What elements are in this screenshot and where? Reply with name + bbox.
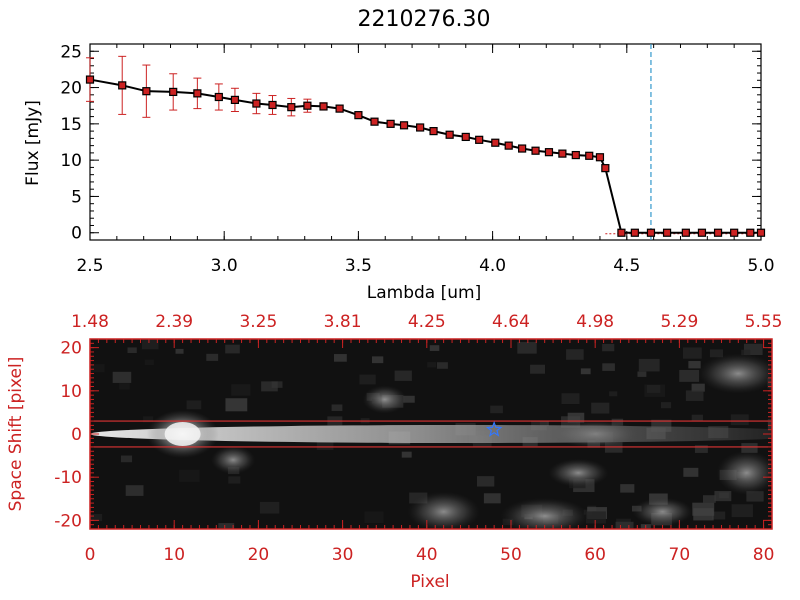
data-point xyxy=(399,121,409,130)
x-tick-label: 5.0 xyxy=(747,256,774,276)
y-tick-label: 20 xyxy=(60,79,82,99)
data-point xyxy=(370,117,379,126)
x-tick-label: 2.5 xyxy=(76,256,103,276)
data-point xyxy=(601,164,610,173)
data-point xyxy=(756,228,766,237)
y-tick-label: 25 xyxy=(60,42,82,62)
image-x-tick-label: 30 xyxy=(332,545,354,565)
data-point xyxy=(169,87,178,97)
image-x-tick-label: 0 xyxy=(85,545,96,565)
image-x-tick-label: 20 xyxy=(248,545,270,565)
wavelength-tick-label: 1.48 xyxy=(71,312,109,332)
wavelength-tick-label: 4.25 xyxy=(408,312,446,332)
x-tick-label: 4.5 xyxy=(613,256,640,276)
wavelength-tick-label: 3.81 xyxy=(324,312,362,332)
wavelength-tick-label: 5.29 xyxy=(660,312,698,332)
data-point xyxy=(558,149,567,158)
wavelength-tick-label: 4.64 xyxy=(492,312,530,332)
data-point xyxy=(85,75,95,84)
data-point xyxy=(416,123,425,132)
x-tick-label: 3.0 xyxy=(211,256,238,276)
data-point xyxy=(445,130,454,139)
image-x-tick-label: 60 xyxy=(584,545,606,565)
wavelength-tick-label: 4.98 xyxy=(576,312,614,332)
y-tick-label: 10 xyxy=(60,151,82,171)
data-point xyxy=(118,81,127,90)
data-point xyxy=(571,150,580,160)
data-point xyxy=(193,89,202,98)
x-tick-label: 3.5 xyxy=(345,256,372,276)
data-point xyxy=(595,153,605,162)
image-y-tick-label: -20 xyxy=(54,511,82,531)
spectrum-plot-area: 2.5 3.0 3.5 4.0 4.5 5.0 0 5 10 15 20 25 xyxy=(60,42,774,276)
data-point xyxy=(142,87,151,96)
data-point xyxy=(713,228,723,237)
data-point xyxy=(585,151,594,160)
image-x-tick-label: 10 xyxy=(163,545,185,565)
data-point xyxy=(491,138,500,147)
image-panel: 0 10 20 30 40 50 60 70 80 1.48 2.39 3.25 3.81 4.25 4.6… xyxy=(6,312,783,592)
data-point xyxy=(268,100,277,110)
data-point xyxy=(287,103,296,112)
image-x-axis-label: Pixel xyxy=(410,572,449,592)
data-point xyxy=(518,144,527,153)
data-point xyxy=(662,228,672,237)
wavelength-tick-label: 2.39 xyxy=(155,312,193,332)
data-point xyxy=(681,228,690,237)
data-point xyxy=(461,132,470,142)
spectrum-image xyxy=(90,339,772,529)
data-point xyxy=(617,228,626,237)
data-point xyxy=(319,102,328,111)
image-y-axis-label: Space Shift [pixel] xyxy=(6,357,26,512)
image-axes: 0 10 20 30 40 50 60 70 80 1.48 2.39 3.25 3.81 4.25 4.6… xyxy=(54,312,782,565)
data-point xyxy=(475,135,484,144)
data-point xyxy=(252,99,261,108)
image-y-tick-label: 10 xyxy=(60,382,82,402)
data-point xyxy=(303,101,312,110)
data-point xyxy=(697,228,707,237)
chart-title: 2210276.30 xyxy=(358,7,491,32)
data-point xyxy=(429,127,438,136)
x-tick-label: 4.0 xyxy=(479,256,506,276)
image-x-tick-label: 70 xyxy=(669,545,691,565)
data-point xyxy=(386,119,395,128)
image-x-tick-label: 40 xyxy=(416,545,438,565)
data-point xyxy=(230,95,240,104)
data-point xyxy=(531,146,540,155)
data-point xyxy=(214,92,223,102)
data-point xyxy=(354,111,363,120)
data-point xyxy=(630,228,639,237)
y-tick-label: 5 xyxy=(71,187,82,207)
image-y-tick-label: 0 xyxy=(71,425,82,445)
wavelength-tick-label: 3.25 xyxy=(239,312,277,332)
data-point xyxy=(544,148,554,157)
data-point xyxy=(730,228,739,237)
y-axis-label: Flux [mJy] xyxy=(23,100,43,186)
image-x-tick-label: 50 xyxy=(500,545,522,565)
data-point xyxy=(504,141,513,150)
image-y-tick-label: 20 xyxy=(60,339,82,359)
data-point xyxy=(646,228,656,237)
data-point xyxy=(746,228,755,237)
image-y-tick-label: -10 xyxy=(54,468,82,488)
y-tick-label: 15 xyxy=(60,115,82,135)
star-marker-icon xyxy=(485,421,503,437)
y-tick-label: 0 xyxy=(71,224,82,244)
wavelength-tick-label: 5.55 xyxy=(745,312,783,332)
image-x-tick-label: 80 xyxy=(753,545,775,565)
spectral-trace xyxy=(90,425,772,443)
data-point xyxy=(335,104,344,113)
flux-series-line xyxy=(89,78,761,234)
spectrum-panel: 2210276.30 2.5 3.0 3.5 4.0 4.5 5.00510152025 … xyxy=(23,7,775,303)
x-axis-label: Lambda [um] xyxy=(367,283,481,303)
plot-frame xyxy=(89,43,762,241)
